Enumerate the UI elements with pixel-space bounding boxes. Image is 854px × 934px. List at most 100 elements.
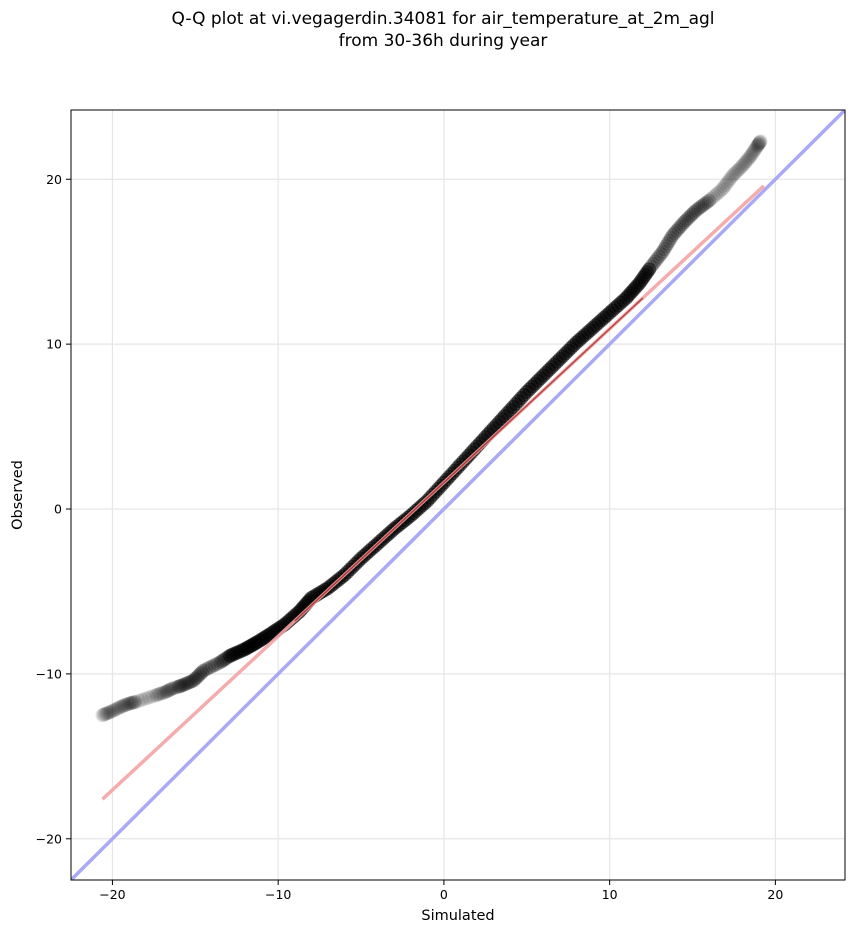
- quantile-point: [131, 693, 146, 708]
- quantile-point: [693, 200, 708, 215]
- quantile-point: [107, 703, 122, 718]
- quantile-point: [176, 677, 191, 692]
- quantile-point: [165, 681, 180, 696]
- quantile-point: [647, 254, 662, 269]
- quantile-point: [170, 680, 185, 695]
- quantile-point: [156, 685, 171, 700]
- quantile-point: [103, 704, 118, 719]
- quantile-point: [202, 660, 217, 675]
- quantile-point: [686, 205, 701, 220]
- quantile-point: [733, 160, 748, 175]
- quantile-point: [127, 695, 142, 710]
- quantile-point: [659, 239, 674, 254]
- quantile-point: [163, 682, 178, 697]
- quantile-point: [148, 688, 163, 703]
- quantile-point: [718, 177, 733, 192]
- quantile-point: [162, 682, 177, 697]
- x-tick-label: 0: [440, 887, 448, 902]
- quantile-point: [750, 138, 765, 153]
- quantile-point: [695, 198, 710, 213]
- quantile-point: [715, 182, 730, 197]
- quantile-point: [161, 683, 176, 698]
- quantile-point: [730, 164, 745, 179]
- x-tick-label: −10: [265, 887, 291, 902]
- quantile-point: [752, 135, 767, 150]
- quantile-point: [753, 134, 768, 149]
- quantile-point: [138, 691, 153, 706]
- y-tick-label: 10: [46, 337, 62, 352]
- x-axis-label: Simulated: [421, 908, 494, 924]
- quantile-point: [708, 187, 723, 202]
- quantile-point: [736, 157, 751, 172]
- quantile-point: [747, 142, 762, 157]
- quantile-point: [720, 175, 735, 190]
- chart-title-line-1: Q-Q plot at vi.vegagerdin.34081 for air_…: [171, 9, 715, 29]
- quantile-point: [123, 696, 138, 711]
- quantile-point: [210, 656, 225, 671]
- quantile-point: [669, 223, 684, 238]
- quantile-point: [673, 219, 688, 234]
- quantile-point: [704, 191, 719, 206]
- quantile-point: [723, 171, 738, 186]
- quantile-point: [141, 690, 156, 705]
- quantile-point: [178, 676, 193, 691]
- quantile-point: [194, 665, 209, 680]
- quantile-point: [173, 678, 188, 693]
- quantile-point: [751, 136, 766, 151]
- quantile-point: [657, 242, 672, 257]
- quantile-point: [184, 674, 199, 689]
- quantile-point: [665, 228, 680, 243]
- quantile-point: [101, 705, 116, 720]
- x-tick-label: 20: [767, 887, 783, 902]
- identity-line: [71, 110, 845, 880]
- quantile-point: [663, 231, 678, 246]
- quantile-point: [731, 162, 746, 177]
- quantile-point: [738, 155, 753, 170]
- plot-frame: [70, 109, 846, 881]
- quantile-point: [122, 696, 137, 711]
- y-tick-label: 20: [46, 172, 62, 187]
- quantile-point: [653, 247, 668, 262]
- chart-title-line-2: from 30-36h during year: [338, 31, 548, 51]
- quantile-point: [725, 168, 740, 183]
- quantile-point: [684, 207, 699, 222]
- quantile-points: [95, 134, 768, 723]
- quantile-point: [166, 681, 181, 696]
- quantile-point: [189, 670, 204, 685]
- x-axis-ticks: −20 −10 0 10 20: [99, 880, 783, 902]
- quantile-point: [188, 671, 203, 686]
- quantile-point: [99, 706, 114, 721]
- quantile-point: [159, 684, 174, 699]
- quantile-point: [115, 699, 130, 714]
- quantile-point: [662, 233, 677, 248]
- quantile-point: [110, 701, 125, 716]
- quantile-point: [171, 679, 186, 694]
- quantile-point: [706, 189, 721, 204]
- quantile-point: [683, 209, 698, 224]
- quantile-point: [98, 707, 113, 722]
- quantile-point: [679, 213, 694, 228]
- quantile-point: [691, 201, 706, 216]
- quantile-point: [126, 695, 141, 710]
- quantile-point: [108, 702, 123, 717]
- quantile-point: [155, 686, 170, 701]
- x-tick-label: −20: [99, 887, 125, 902]
- quantile-point: [117, 698, 132, 713]
- grid-lines: [71, 110, 845, 880]
- quantile-point: [199, 662, 214, 677]
- quantile-point: [186, 673, 201, 688]
- quantile-point: [96, 707, 111, 722]
- quantile-point: [721, 173, 736, 188]
- quantile-point: [667, 226, 682, 241]
- quantile-point: [710, 185, 725, 200]
- x-tick-label: 10: [602, 887, 618, 902]
- quantile-point: [743, 149, 758, 164]
- quantile-point: [644, 259, 659, 274]
- quantile-point: [116, 698, 131, 713]
- quantile-point: [675, 217, 690, 232]
- quantile-point: [688, 203, 703, 218]
- quantile-point: [145, 689, 160, 704]
- quantile-point: [742, 150, 757, 165]
- quantile-point: [182, 675, 197, 690]
- quantile-point: [150, 687, 165, 702]
